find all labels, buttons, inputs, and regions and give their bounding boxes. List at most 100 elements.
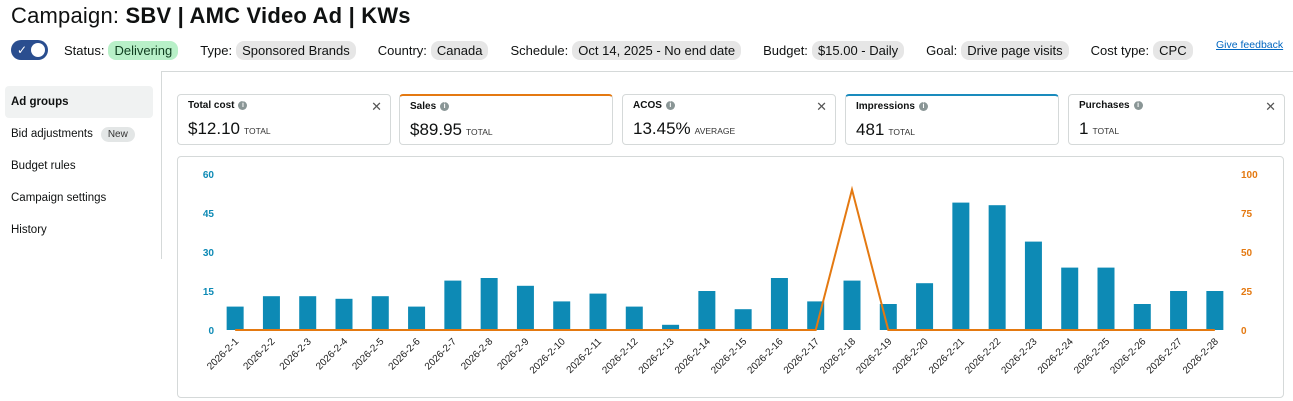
metric-value: 1 (1079, 119, 1089, 138)
close-icon[interactable]: ✕ (1265, 99, 1276, 114)
bar-impressions (226, 306, 244, 330)
sidebar-item-ad-groups[interactable]: Ad groups (5, 86, 153, 118)
metric-title: Purchases (1079, 100, 1130, 111)
metric-card-impressions[interactable]: Impressions i 481 TOTAL (845, 94, 1059, 145)
bar-impressions (625, 306, 643, 330)
performance-chart: 0 15 30 45 60 0 25 50 75 100 2026-2-1 2026-2-2 2026-… (177, 156, 1284, 398)
info-icon[interactable]: i (665, 101, 675, 110)
goal-value: Drive page visits (961, 40, 1069, 60)
x-tick-label: 2026-2-5 (350, 336, 386, 372)
type-label: Type: (200, 42, 233, 58)
y-right-tick-label: 50 (1241, 248, 1253, 259)
bar-impressions (698, 291, 716, 330)
status-field: Status: Delivering (64, 40, 179, 60)
give-feedback-link[interactable]: Give feedback (1216, 39, 1284, 51)
metric-title: ACOS (633, 100, 662, 111)
country-value: Canada (430, 40, 489, 60)
x-tick-label: 2026-2-28 (1181, 336, 1221, 376)
metric-value: $89.95 (410, 120, 462, 139)
status-badge: Delivering (108, 40, 179, 60)
sidebar-divider (161, 71, 162, 259)
x-tick-label: 2026-2-13 (637, 336, 677, 376)
x-tick-label: 2026-2-22 (963, 336, 1003, 376)
budget-field: Budget: $15.00 - Daily (763, 40, 905, 60)
bar-impressions (916, 283, 934, 330)
type-field: Type: Sponsored Brands (200, 40, 356, 60)
info-icon[interactable]: i (238, 101, 248, 110)
metric-title: Total cost (188, 100, 235, 111)
budget-label: Budget: (763, 42, 808, 58)
x-tick-label: 2026-2-10 (528, 336, 568, 376)
info-icon[interactable]: i (918, 102, 928, 111)
content-divider (161, 71, 1293, 72)
y-left-tick-label: 15 (203, 287, 215, 298)
bar-impressions (553, 301, 571, 330)
budget-value: $15.00 - Daily (811, 40, 905, 60)
close-icon[interactable]: ✕ (816, 99, 827, 114)
metric-card-purchases[interactable]: Purchases i 1 TOTAL ✕ (1068, 94, 1285, 145)
x-tick-label: 2026-2-7 (423, 336, 459, 372)
line-sales (235, 185, 1215, 331)
sidebar-item-label: Campaign settings (11, 192, 107, 204)
new-badge: New (100, 126, 135, 142)
check-icon: ✓ (17, 43, 28, 57)
info-icon[interactable]: i (1133, 101, 1143, 110)
bar-impressions (734, 309, 752, 330)
bar-impressions (589, 293, 607, 330)
sidebar-item-history[interactable]: History (5, 214, 153, 246)
x-tick-label: 2026-2-12 (600, 336, 640, 376)
sidebar-item-campaign-settings[interactable]: Campaign settings (5, 182, 153, 214)
metric-card-sales[interactable]: Sales i $89.95 TOTAL (399, 94, 613, 145)
bar-impressions (1206, 291, 1224, 330)
bar-impressions (952, 202, 970, 330)
x-tick-label: 2026-2-20 (891, 336, 931, 376)
type-value: Sponsored Brands (236, 40, 356, 60)
close-icon[interactable]: ✕ (371, 99, 382, 114)
x-tick-label: 2026-2-23 (1000, 336, 1040, 376)
y-left-tick-label: 30 (203, 248, 215, 259)
sidebar-item-bid-adjustments[interactable]: Bid adjustments New (5, 118, 153, 150)
y-left-tick-label: 60 (203, 170, 215, 181)
metric-value: 13.45% (633, 119, 691, 138)
page-title: Campaign: SBV | AMC Video Ad | KWs (11, 3, 411, 29)
sidebar-item-label: History (11, 224, 47, 236)
goal-label: Goal: (926, 42, 958, 58)
x-tick-label: 2026-2-25 (1072, 336, 1112, 376)
toggle-knob (31, 43, 45, 57)
metric-card-total-cost[interactable]: Total cost i $12.10 TOTAL ✕ (177, 94, 391, 145)
bar-impressions (371, 296, 389, 330)
metric-unit: TOTAL (244, 126, 271, 136)
x-tick-label: 2026-2-11 (565, 336, 605, 376)
x-tick-label: 2026-2-21 (927, 336, 967, 376)
x-tick-label: 2026-2-2 (241, 336, 277, 372)
cost-type-label: Cost type: (1090, 42, 1150, 58)
x-tick-label: 2026-2-14 (673, 336, 713, 376)
sidebar-item-label: Ad groups (11, 96, 69, 108)
bar-impressions (516, 285, 534, 330)
sidebar-item-budget-rules[interactable]: Budget rules (5, 150, 153, 182)
x-tick-label: 2026-2-26 (1108, 336, 1148, 376)
bar-impressions (1024, 241, 1042, 330)
bar-impressions (408, 306, 426, 330)
y-right-tick-label: 100 (1241, 170, 1258, 181)
sidebar-item-label: Bid adjustments (11, 128, 93, 140)
title-prefix: Campaign: (11, 3, 120, 28)
country-field: Country: Canada (378, 40, 489, 60)
metric-card-acos[interactable]: ACOS i 13.45% AVERAGE ✕ (622, 94, 836, 145)
y-right-tick-label: 75 (1241, 209, 1253, 220)
bar-impressions (1097, 267, 1115, 330)
info-icon[interactable]: i (440, 102, 450, 111)
metric-unit: TOTAL (888, 127, 915, 137)
bar-impressions (335, 298, 353, 330)
metric-unit: TOTAL (466, 127, 493, 137)
x-tick-label: 2026-2-1 (205, 336, 241, 372)
metric-unit: AVERAGE (694, 126, 736, 136)
bar-impressions (480, 278, 498, 330)
x-tick-label: 2026-2-16 (746, 336, 786, 376)
bar-impressions (444, 280, 462, 330)
sidebar-nav: Ad groups Bid adjustments New Budget rul… (5, 86, 153, 246)
x-tick-label: 2026-2-9 (495, 336, 531, 372)
bar-impressions (1061, 267, 1079, 330)
x-tick-label: 2026-2-19 (854, 336, 894, 376)
campaign-status-toggle[interactable]: ✓ (11, 40, 48, 60)
